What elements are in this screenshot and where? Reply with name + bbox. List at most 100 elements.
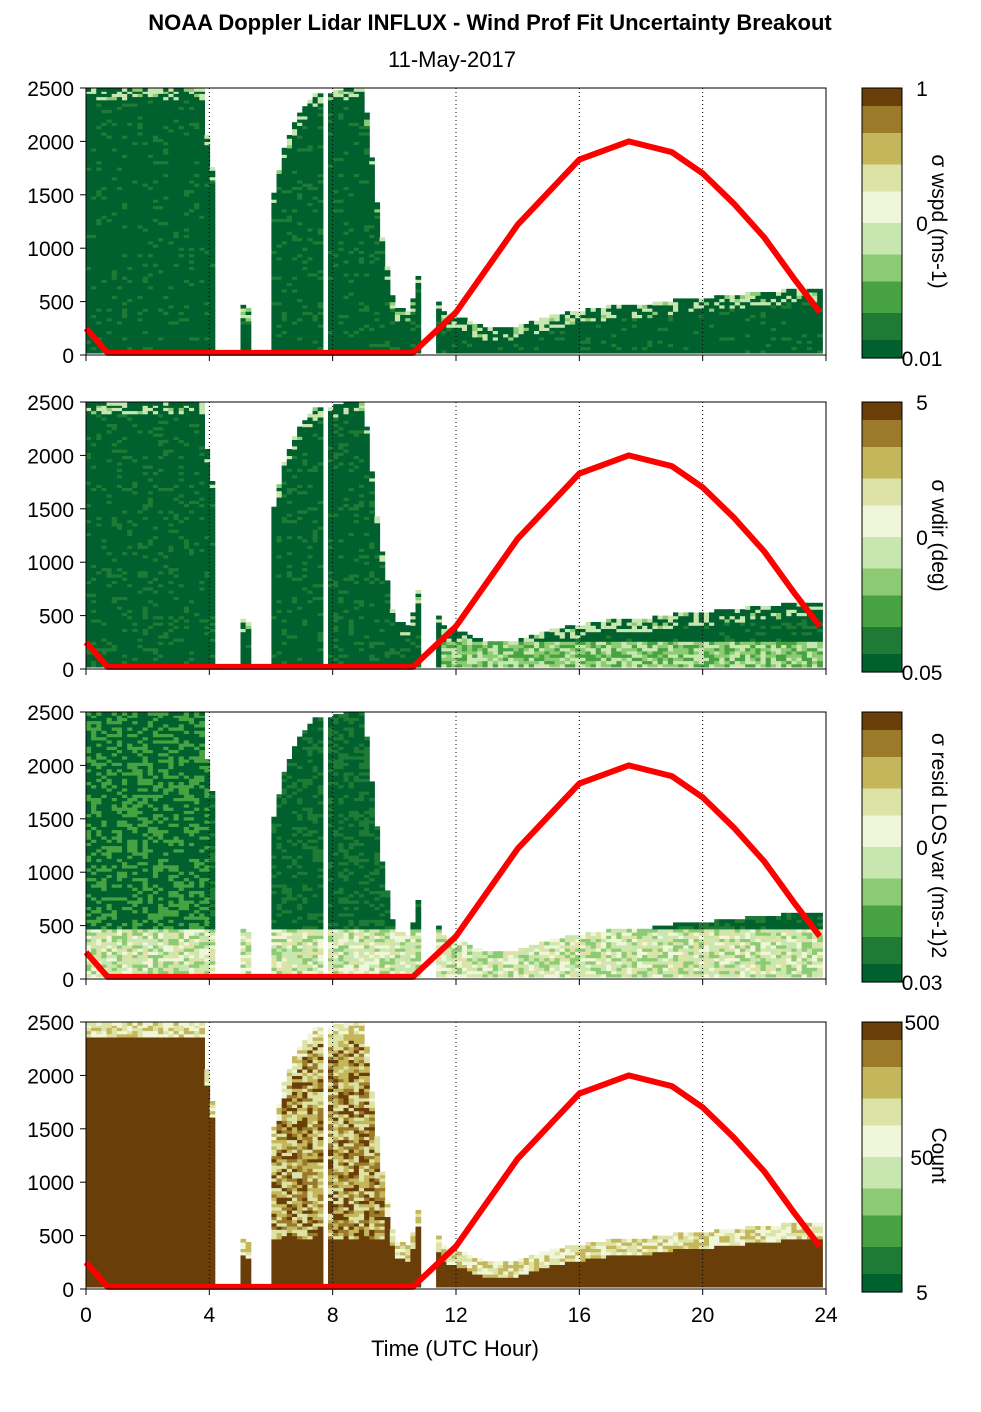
heatmap-cell (152, 90, 159, 94)
colorbar-segment (862, 272, 902, 278)
heatmap-cell (158, 90, 164, 94)
heatmap-cell (147, 272, 154, 277)
heatmap-cell (189, 135, 195, 139)
heatmap-cell (142, 253, 149, 258)
colorbar-segment (862, 268, 902, 274)
colorbar-segment (862, 259, 902, 265)
heatmap-cell (137, 298, 144, 303)
heatmap-cell (122, 282, 128, 287)
heatmap-cell (637, 343, 643, 348)
heatmap-cell (111, 272, 118, 277)
heatmap-cell (189, 227, 195, 232)
heatmap-cell (158, 208, 164, 213)
heatmap-cell (173, 314, 180, 319)
colorbar-segment (862, 322, 902, 328)
heatmap-cell (276, 343, 283, 348)
heatmap-cell (127, 215, 133, 219)
heatmap-cell (152, 285, 159, 290)
heatmap-cell (796, 343, 803, 348)
heatmap-cell (183, 189, 190, 194)
heatmap-cell (132, 138, 138, 142)
colorbar-segment (862, 191, 902, 197)
heatmap-cell (96, 93, 102, 98)
heatmap-cell (158, 157, 164, 162)
heatmap-cell (508, 343, 514, 348)
heatmap-cell (158, 298, 164, 303)
heatmap-cell (122, 259, 128, 264)
heatmap-cell (178, 189, 185, 194)
heatmap-cell (194, 186, 200, 191)
heatmap-cell (106, 183, 113, 187)
heatmap-cell (194, 269, 200, 274)
colorbar-segment (862, 115, 902, 121)
heatmap-cell (575, 343, 581, 348)
heatmap-cell (683, 343, 689, 348)
heatmap-cell (106, 109, 113, 114)
heatmap-cell (317, 93, 324, 98)
heatmap-cell (86, 135, 92, 139)
heatmap-cell (152, 330, 159, 335)
heatmap-cell (86, 195, 92, 200)
heatmap-cell (101, 295, 108, 299)
heatmap-cell (111, 247, 118, 251)
heatmap-cell (137, 215, 144, 219)
heatmap-cell (173, 205, 180, 210)
heatmap-cell (96, 157, 102, 162)
heatmap-cell (127, 218, 133, 223)
heatmap-cell (343, 103, 350, 107)
heatmap-cell (178, 311, 185, 315)
heatmap-cell (137, 93, 144, 98)
heatmap-cell (173, 237, 180, 242)
heatmap-cell (127, 330, 133, 335)
heatmap-cell (122, 88, 128, 92)
heatmap-cell (163, 103, 169, 107)
heatmap-cell (178, 272, 185, 277)
heatmap-cell (173, 160, 180, 165)
heatmap-cell (178, 266, 185, 271)
heatmap-cell (127, 314, 133, 319)
heatmap-cell (163, 144, 169, 149)
heatmap-cell (147, 259, 154, 264)
heatmap-cell (91, 147, 97, 152)
heatmap-cell (709, 298, 715, 303)
heatmap-cell (142, 157, 149, 162)
heatmap-cell (111, 179, 118, 184)
heatmap-cell (405, 311, 411, 315)
heatmap-cell (183, 279, 190, 283)
heatmap-wspd (86, 88, 823, 354)
heatmap-cell (111, 234, 118, 239)
heatmap-cell (137, 173, 144, 178)
colorbar-segment (862, 335, 902, 341)
heatmap-cell (158, 106, 164, 110)
heatmap-cell (86, 266, 92, 271)
heatmap-cell (189, 88, 195, 92)
heatmap-cell (183, 304, 190, 309)
heatmap-cell (374, 263, 381, 267)
heatmap-cell (86, 301, 92, 306)
heatmap-cell (86, 179, 92, 184)
heatmap-cell (122, 125, 128, 130)
heatmap-cell (189, 151, 195, 155)
heatmap-cell (173, 119, 180, 123)
heatmap-cell (338, 263, 344, 267)
heatmap-cell (116, 314, 123, 319)
heatmap-cell (183, 135, 190, 139)
heatmap-cell (183, 176, 190, 181)
heatmap-cell (147, 176, 154, 181)
heatmap-cell (178, 125, 185, 130)
heatmap-cell (122, 205, 128, 210)
heatmap-cell (91, 90, 97, 94)
heatmap-cell (178, 324, 185, 328)
heatmap-cell (436, 301, 442, 306)
heatmap-cell (127, 234, 133, 239)
heatmap-cell (183, 263, 190, 267)
heatmap-cell (194, 272, 200, 277)
heatmap-cell (142, 218, 149, 223)
heatmap-cell (189, 243, 195, 248)
heatmap-cell (122, 288, 128, 293)
heatmap-cell (137, 253, 144, 258)
heatmap-cell (472, 324, 478, 328)
heatmap-cell (703, 298, 710, 303)
heatmap-cell (106, 99, 113, 104)
heatmap-cell (183, 288, 190, 293)
